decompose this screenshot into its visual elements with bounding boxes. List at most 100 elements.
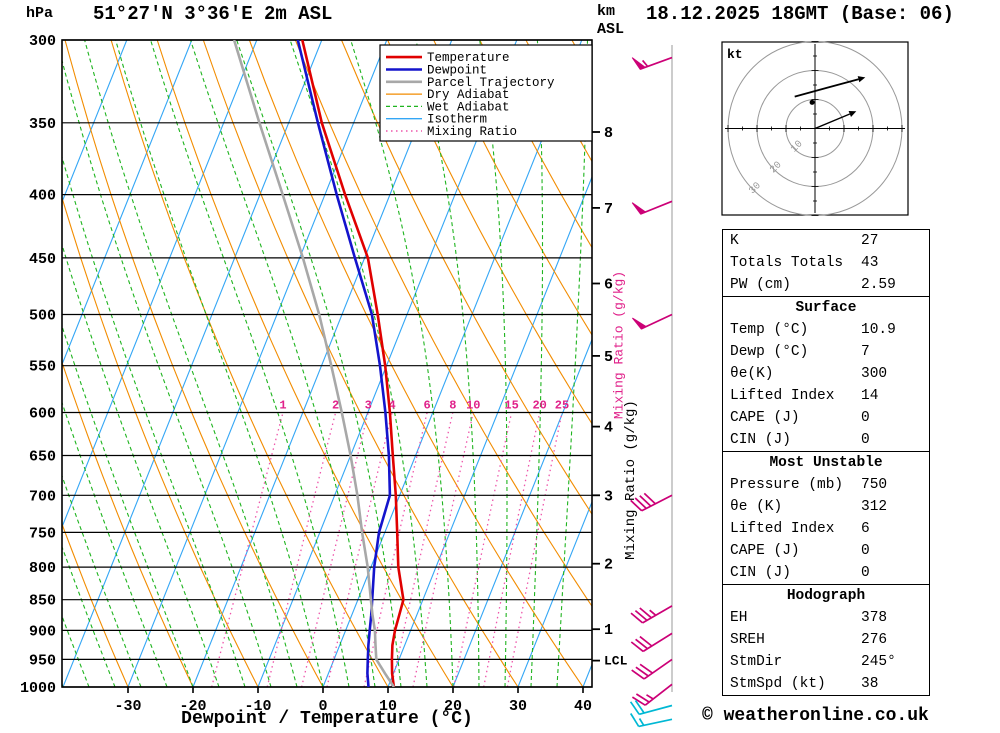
indices-table: K 27 Totals Totals 43 PW (cm) 2.59 Surface Temp… — [722, 229, 930, 696]
wind-barb — [631, 200, 673, 215]
table-row: SREH 276 — [723, 629, 929, 651]
svg-text:8: 8 — [604, 125, 613, 142]
svg-text:300: 300 — [29, 33, 56, 50]
table-row-label: SREH — [730, 632, 765, 648]
table-row: θe(K) 300 — [723, 363, 929, 385]
table-row-value: 245° — [861, 654, 896, 670]
svg-text:3: 3 — [365, 399, 372, 413]
table-row: PW (cm) 2.59 — [723, 274, 929, 296]
table-section: Hodograph EH 378 SREH 276 StmDir 245° StmSpd (k… — [723, 584, 929, 695]
table-section: Most Unstable Pressure (mb) 750 θe (K) 312 Li… — [723, 451, 929, 584]
table-row-value: 43 — [861, 255, 879, 271]
table-row: Pressure (mb) 750 — [723, 474, 929, 496]
svg-text:550: 550 — [29, 359, 56, 376]
svg-text:15: 15 — [504, 399, 518, 413]
table-row: StmDir 245° — [723, 651, 929, 673]
x-axis-label: Dewpoint / Temperature (°C) — [181, 709, 473, 729]
mixing-ratio-axis-label-magenta: Mixing Ratio (g/kg) — [611, 270, 627, 420]
table-row: Lifted Index 14 — [723, 385, 929, 407]
page-title: 51°27'N 3°36'E 2m ASL — [93, 3, 333, 25]
svg-text:40: 40 — [574, 698, 592, 715]
svg-text:400: 400 — [29, 188, 56, 205]
table-section-header: Most Unstable — [769, 455, 883, 471]
table-row-label: Totals Totals — [730, 255, 844, 271]
table-row-value: 0 — [861, 565, 870, 581]
wind-barb — [629, 713, 673, 728]
svg-text:7: 7 — [604, 201, 613, 218]
svg-text:-20: -20 — [179, 698, 206, 715]
table-row-label: θe(K) — [730, 366, 774, 382]
svg-text:4: 4 — [388, 399, 395, 413]
table-row-value: 276 — [861, 632, 888, 648]
dewpoint-curve — [296, 40, 392, 687]
wind-barb — [631, 683, 673, 706]
table-row-label: Pressure (mb) — [730, 477, 844, 493]
table-section: Surface Temp (°C) 10.9 Dewp (°C) 7 θe(K) 300 Li… — [723, 296, 929, 451]
svg-text:20: 20 — [444, 698, 462, 715]
table-row-label: CIN (J) — [730, 432, 791, 448]
svg-text:10: 10 — [466, 399, 480, 413]
altitude-unit-km-label: km — [597, 3, 616, 20]
svg-text:800: 800 — [29, 560, 56, 577]
svg-text:4: 4 — [604, 420, 613, 437]
copyright-label: © weatheronline.co.uk — [702, 706, 929, 726]
svg-text:600: 600 — [29, 406, 56, 423]
wind-barb — [630, 605, 673, 624]
svg-text:650: 650 — [29, 449, 56, 466]
svg-text:700: 700 — [29, 488, 56, 505]
table-row-value: 0 — [861, 432, 870, 448]
table-row-value: 378 — [861, 610, 888, 626]
hodograph-unit-label: kt — [727, 47, 743, 62]
svg-text:500: 500 — [29, 308, 56, 325]
table-row-label: CIN (J) — [730, 565, 791, 581]
table-row-value: 14 — [861, 388, 879, 404]
svg-text:750: 750 — [29, 525, 56, 542]
altitude-unit-asl-label: ASL — [597, 21, 625, 38]
svg-text:2: 2 — [604, 557, 613, 574]
svg-text:Wet Adiabat: Wet Adiabat — [427, 100, 510, 114]
mixing-ratio-labels: 1 2 3 4 6 8 10 15 20 25 — [279, 399, 569, 413]
table-row: Lifted Index 6 — [723, 518, 929, 540]
svg-text:-30: -30 — [114, 698, 141, 715]
table-row: Totals Totals 43 — [723, 252, 929, 274]
svg-text:1: 1 — [604, 622, 613, 639]
svg-text:Temperature: Temperature — [427, 51, 510, 65]
table-row-value: 10.9 — [861, 322, 896, 338]
svg-text:Dry Adiabat: Dry Adiabat — [427, 88, 510, 102]
mixing-ratio-axis-label: Mixing Ratio (g/kg) — [623, 400, 639, 560]
temperature-curve — [301, 40, 405, 687]
svg-text:30: 30 — [509, 698, 527, 715]
table-section-header: Surface — [795, 300, 857, 316]
hodograph-marker — [809, 99, 815, 105]
table-row: CAPE (J) 0 — [723, 540, 929, 562]
table-section-header: Hodograph — [786, 588, 866, 604]
datetime-label: 18.12.2025 18GMT (Base: 06) — [646, 3, 954, 25]
table-row: CIN (J) 0 — [723, 562, 929, 584]
table-row-label: StmSpd (kt) — [730, 676, 826, 692]
svg-text:10: 10 — [379, 698, 397, 715]
table-row-label: PW (cm) — [730, 277, 791, 293]
svg-text:2: 2 — [332, 399, 339, 413]
table-row-value: 2.59 — [861, 277, 896, 293]
table-row-value: 38 — [861, 676, 879, 692]
table-row: θe (K) 312 — [723, 496, 929, 518]
table-row-label: Dewp (°C) — [730, 344, 809, 360]
wind-barb — [631, 56, 673, 70]
table-row: Temp (°C) 10.9 — [723, 319, 929, 341]
table-row-label: StmDir — [730, 654, 783, 670]
svg-text:Parcel Trajectory: Parcel Trajectory — [427, 76, 555, 90]
svg-text:1000: 1000 — [20, 680, 56, 697]
storm-motion-vector — [814, 113, 851, 130]
table-row-value: 27 — [861, 233, 879, 249]
mixing-ratio-lines — [211, 412, 563, 687]
svg-text:950: 950 — [29, 652, 56, 669]
temperature-tick-labels: -30 -20 -10 0 10 20 30 40 — [114, 698, 592, 715]
table-row: StmSpd (kt) 38 — [723, 673, 929, 695]
svg-text:Isotherm: Isotherm — [427, 113, 487, 127]
svg-text:900: 900 — [29, 623, 56, 640]
table-row-value: 750 — [861, 477, 888, 493]
svg-text:5: 5 — [604, 349, 613, 366]
table-row-label: K — [730, 233, 739, 249]
